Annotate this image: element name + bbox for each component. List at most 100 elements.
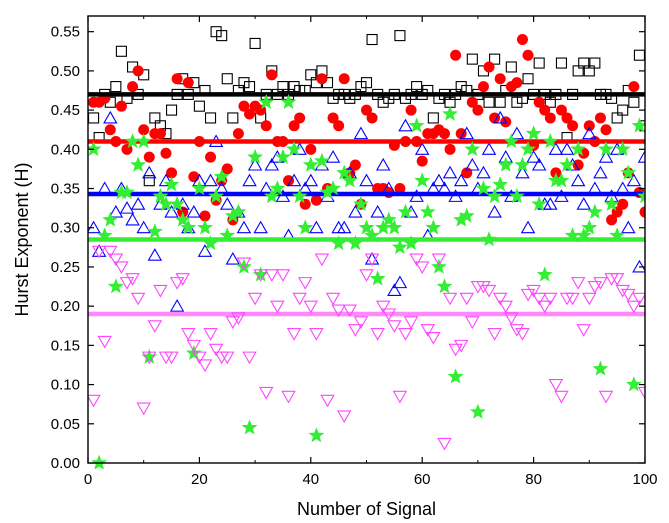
- point-open-triangle-down: [570, 277, 586, 290]
- series-filled-star: [88, 93, 645, 469]
- point-open-square: [238, 77, 250, 89]
- point-open-triangle-down: [465, 316, 480, 329]
- point-open-triangle-down: [593, 277, 608, 290]
- point-filled-star: [236, 258, 252, 274]
- point-filled-circle: [511, 77, 523, 89]
- point-filled-star: [275, 148, 291, 164]
- point-open-triangle-down: [192, 351, 207, 365]
- point-open-triangle-up: [559, 142, 575, 155]
- point-filled-circle: [138, 124, 150, 136]
- point-open-triangle-up: [543, 197, 558, 210]
- point-open-triangle-down: [582, 292, 597, 306]
- point-open-square: [305, 69, 317, 81]
- point-filled-circle: [555, 104, 567, 116]
- point-open-square: [533, 57, 545, 69]
- point-open-square: [193, 100, 205, 112]
- point-filled-circle: [349, 159, 361, 171]
- point-open-triangle-up: [414, 142, 430, 155]
- point-open-triangle-up: [336, 220, 352, 234]
- point-open-triangle-up: [509, 126, 525, 140]
- point-filled-star: [553, 172, 570, 188]
- point-open-triangle-down: [331, 304, 346, 318]
- series-open-triangle-down: [88, 245, 645, 451]
- point-filled-star: [258, 93, 275, 110]
- point-filled-circle: [533, 96, 545, 108]
- y-tick-label: 0.45: [51, 102, 80, 119]
- point-filled-star: [637, 188, 645, 204]
- point-filled-star: [542, 133, 559, 149]
- x-tick-label: 20: [191, 471, 208, 488]
- point-open-triangle-up: [531, 157, 547, 171]
- point-open-triangle-down: [309, 328, 324, 341]
- point-filled-star: [219, 227, 236, 243]
- point-open-square: [360, 77, 373, 89]
- point-open-triangle-up: [570, 173, 586, 187]
- point-filled-circle: [171, 73, 183, 85]
- point-open-triangle-down: [481, 284, 497, 298]
- point-filled-star: [163, 176, 180, 192]
- point-open-triangle-down: [253, 269, 268, 282]
- point-open-square: [355, 81, 367, 93]
- point-open-triangle-down: [88, 394, 101, 408]
- point-filled-star: [614, 140, 631, 157]
- x-tick-label: 60: [414, 471, 431, 488]
- point-open-triangle-down: [459, 292, 475, 306]
- point-filled-star: [302, 156, 319, 172]
- point-filled-circle: [244, 108, 256, 120]
- point-filled-circle: [628, 81, 640, 93]
- point-open-triangle-up: [526, 150, 541, 163]
- point-open-triangle-up: [197, 244, 213, 257]
- point-filled-star: [442, 105, 458, 121]
- point-filled-circle: [238, 100, 250, 112]
- point-open-triangle-down: [370, 328, 385, 341]
- point-filled-circle: [266, 69, 278, 81]
- point-filled-circle: [294, 112, 306, 124]
- point-open-triangle-down: [320, 394, 335, 408]
- point-filled-circle: [416, 155, 428, 167]
- point-filled-circle: [606, 214, 618, 226]
- point-filled-star: [536, 266, 553, 282]
- point-open-triangle-up: [626, 173, 642, 187]
- point-filled-star: [469, 403, 486, 419]
- point-open-triangle-down: [565, 292, 580, 306]
- point-filled-circle: [539, 104, 551, 116]
- point-open-triangle-down: [398, 328, 413, 341]
- point-open-triangle-up: [158, 173, 174, 187]
- point-filled-star: [520, 140, 536, 157]
- point-open-triangle-up: [247, 157, 263, 171]
- point-open-triangle-down: [175, 273, 190, 286]
- point-open-triangle-up: [169, 299, 185, 312]
- point-filled-circle: [232, 128, 244, 140]
- point-open-triangle-down: [114, 261, 129, 275]
- point-open-triangle-down: [442, 292, 458, 306]
- point-open-triangle-down: [554, 390, 569, 404]
- point-open-triangle-up: [103, 110, 118, 124]
- point-open-square: [511, 96, 523, 108]
- point-open-square: [427, 112, 439, 124]
- point-open-triangle-down: [476, 281, 491, 294]
- point-open-triangle-down: [632, 292, 645, 306]
- point-open-square: [115, 45, 127, 57]
- point-filled-star: [575, 227, 592, 243]
- point-open-triangle-up: [353, 126, 369, 140]
- point-filled-star: [330, 235, 347, 251]
- point-open-triangle-down: [231, 312, 246, 326]
- point-open-triangle-up: [286, 173, 302, 187]
- point-open-triangle-down: [286, 328, 302, 341]
- point-filled-star: [525, 125, 542, 141]
- point-filled-star: [436, 278, 453, 294]
- point-open-triangle-up: [621, 220, 636, 234]
- point-filled-circle: [394, 183, 406, 195]
- point-open-triangle-up: [236, 220, 252, 234]
- point-open-triangle-down: [186, 339, 202, 353]
- y-tick-label: 0.30: [51, 220, 80, 237]
- point-filled-star: [592, 360, 609, 376]
- point-open-triangle-down: [297, 277, 313, 290]
- point-open-triangle-down: [420, 324, 436, 337]
- point-open-square: [411, 81, 423, 93]
- point-open-triangle-down: [142, 351, 157, 365]
- point-filled-star: [247, 148, 264, 164]
- point-open-triangle-down: [403, 316, 419, 329]
- point-filled-circle: [516, 34, 528, 46]
- y-tick-label: 0.00: [51, 455, 80, 472]
